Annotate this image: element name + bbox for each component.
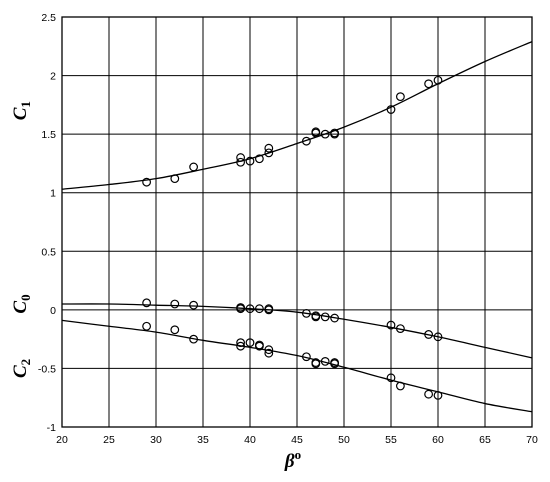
data-point-c0 bbox=[396, 324, 405, 334]
data-point-c2 bbox=[142, 321, 152, 331]
y-tick-label: -1 bbox=[47, 422, 56, 434]
y-tick-label: 2 bbox=[50, 71, 56, 83]
y-tick-label: 2.5 bbox=[41, 12, 56, 24]
x-tick-label: 40 bbox=[244, 434, 256, 446]
data-point-c2 bbox=[264, 348, 274, 358]
data-point-c1 bbox=[311, 127, 321, 137]
data-point-c0 bbox=[264, 304, 274, 314]
x-tick-label: 70 bbox=[526, 434, 538, 446]
fit-curves bbox=[61, 41, 533, 413]
data-point-c0 bbox=[320, 312, 330, 322]
data-points bbox=[142, 75, 443, 400]
data-point-c0 bbox=[236, 304, 246, 314]
data-point-c0 bbox=[254, 304, 264, 314]
data-point-c2 bbox=[264, 345, 274, 355]
y-tick-label: 1 bbox=[50, 188, 56, 200]
x-tick-label: 50 bbox=[338, 434, 350, 446]
data-point-c0 bbox=[170, 299, 180, 309]
y-axis-label-subscript: 2 bbox=[18, 359, 33, 366]
data-point-c0 bbox=[386, 320, 396, 330]
data-point-c2 bbox=[396, 381, 405, 391]
x-tick-label: 65 bbox=[479, 434, 491, 446]
data-point-c2 bbox=[433, 390, 443, 400]
data-point-c1 bbox=[245, 156, 255, 166]
data-point-c2 bbox=[320, 357, 330, 366]
x-tick-label: 60 bbox=[432, 434, 444, 446]
data-point-c0 bbox=[189, 300, 199, 310]
data-point-c0 bbox=[302, 308, 311, 318]
data-point-c0 bbox=[142, 298, 152, 308]
x-tick-label: 45 bbox=[291, 434, 303, 446]
data-point-c2 bbox=[254, 341, 264, 351]
data-point-c1 bbox=[189, 162, 199, 172]
data-point-c0 bbox=[330, 313, 340, 323]
data-point-c1 bbox=[170, 174, 180, 184]
data-point-c1 bbox=[254, 154, 264, 164]
y-axis-label-subscript: 0 bbox=[18, 294, 33, 301]
data-point-c1 bbox=[424, 79, 434, 89]
data-point-c2 bbox=[236, 341, 246, 351]
data-point-c2 bbox=[424, 389, 434, 399]
plot-frame bbox=[61, 16, 533, 428]
x-axis-label-superscript: o bbox=[295, 447, 302, 462]
data-point-c1 bbox=[386, 105, 396, 114]
data-point-c2 bbox=[189, 334, 199, 344]
data-point-c0 bbox=[433, 332, 443, 342]
y-tick-label: 1.5 bbox=[41, 129, 56, 141]
data-point-c1 bbox=[330, 128, 340, 138]
y-tick-label: -0.5 bbox=[38, 363, 56, 375]
data-point-c2 bbox=[236, 338, 246, 348]
data-point-c1 bbox=[264, 143, 274, 153]
fit-curve-c0 bbox=[61, 303, 533, 359]
x-tick-label: 25 bbox=[103, 434, 115, 446]
data-point-c2 bbox=[330, 359, 340, 369]
x-tick-label: 30 bbox=[150, 434, 162, 446]
data-point-c1 bbox=[320, 129, 330, 139]
y-tick-label: 0.5 bbox=[41, 246, 56, 258]
data-point-c1 bbox=[142, 177, 152, 187]
data-point-c1 bbox=[236, 157, 246, 167]
x-tick-label: 55 bbox=[385, 434, 397, 446]
y-axis-label-subscript: 1 bbox=[18, 101, 33, 108]
data-point-c2 bbox=[311, 359, 321, 369]
fit-curve-c1 bbox=[61, 41, 533, 190]
x-tick-label: 35 bbox=[197, 434, 209, 446]
data-point-c0 bbox=[311, 312, 321, 322]
data-point-c0 bbox=[245, 304, 255, 314]
data-point-c1 bbox=[302, 136, 311, 146]
y-tick-label: 0 bbox=[50, 305, 56, 317]
data-point-c1 bbox=[433, 75, 443, 85]
data-point-c0 bbox=[424, 330, 434, 339]
data-point-c2 bbox=[245, 338, 255, 348]
fit-curve-c2 bbox=[61, 319, 533, 413]
data-point-c2 bbox=[386, 373, 396, 383]
data-point-c2 bbox=[302, 352, 311, 362]
data-point-c1 bbox=[236, 153, 246, 162]
tick-labels: 20 25 30 35 40 45 50 55 60 65 70 -1 -0.5 0 0.5 1 1.5 2 2.5 bbox=[38, 12, 538, 446]
data-point-c2 bbox=[170, 325, 180, 335]
data-point-c1 bbox=[264, 148, 274, 158]
data-point-c1 bbox=[396, 92, 405, 102]
x-tick-label: 20 bbox=[56, 434, 68, 446]
